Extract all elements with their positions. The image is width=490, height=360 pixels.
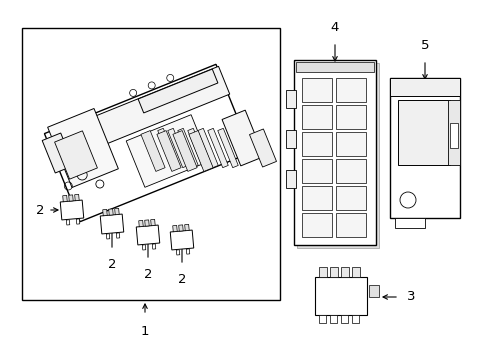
- Polygon shape: [173, 131, 197, 171]
- Bar: [286, 130, 296, 148]
- Bar: [22, 28, 280, 300]
- Bar: [341, 315, 348, 323]
- Polygon shape: [136, 225, 160, 245]
- Bar: [302, 159, 332, 183]
- Bar: [336, 186, 366, 210]
- Bar: [336, 213, 366, 237]
- Polygon shape: [106, 234, 110, 239]
- Polygon shape: [198, 128, 218, 168]
- Bar: [395, 218, 425, 228]
- Polygon shape: [109, 209, 113, 215]
- Polygon shape: [157, 131, 181, 171]
- Bar: [398, 100, 450, 165]
- Bar: [352, 315, 359, 323]
- Polygon shape: [115, 208, 119, 215]
- Bar: [319, 267, 327, 277]
- Bar: [302, 186, 332, 210]
- Polygon shape: [185, 224, 189, 231]
- Bar: [315, 277, 367, 315]
- Bar: [302, 132, 332, 156]
- Text: 2: 2: [108, 258, 116, 271]
- Polygon shape: [186, 249, 190, 254]
- Polygon shape: [66, 220, 70, 225]
- Polygon shape: [60, 200, 84, 220]
- Polygon shape: [208, 128, 228, 168]
- Polygon shape: [249, 129, 276, 167]
- Bar: [286, 90, 296, 108]
- Bar: [450, 123, 458, 148]
- Polygon shape: [222, 110, 264, 166]
- Bar: [448, 100, 460, 165]
- Bar: [336, 132, 366, 156]
- Text: 3: 3: [407, 291, 416, 303]
- Bar: [302, 213, 332, 237]
- Polygon shape: [74, 194, 79, 201]
- Text: 2: 2: [144, 268, 152, 281]
- Bar: [390, 78, 460, 218]
- Bar: [336, 78, 366, 102]
- Polygon shape: [143, 245, 146, 250]
- Polygon shape: [63, 195, 67, 202]
- Polygon shape: [103, 210, 107, 216]
- Polygon shape: [116, 233, 120, 238]
- Polygon shape: [168, 128, 188, 168]
- Bar: [297, 63, 379, 248]
- Polygon shape: [151, 219, 155, 226]
- Polygon shape: [126, 115, 210, 187]
- Bar: [336, 159, 366, 183]
- Bar: [302, 105, 332, 129]
- Polygon shape: [54, 131, 98, 179]
- Text: 4: 4: [331, 21, 339, 34]
- Bar: [341, 267, 349, 277]
- Bar: [294, 60, 376, 245]
- Polygon shape: [48, 108, 119, 188]
- Text: 2: 2: [178, 273, 186, 286]
- Polygon shape: [139, 220, 143, 227]
- Polygon shape: [145, 220, 149, 226]
- Polygon shape: [42, 133, 74, 173]
- Bar: [302, 78, 332, 102]
- Polygon shape: [178, 128, 198, 168]
- Polygon shape: [176, 250, 180, 255]
- Text: 1: 1: [141, 325, 149, 338]
- Polygon shape: [141, 131, 165, 171]
- Text: 5: 5: [421, 39, 429, 52]
- Bar: [336, 105, 366, 129]
- Bar: [319, 315, 326, 323]
- Bar: [352, 267, 360, 277]
- Polygon shape: [69, 195, 73, 201]
- Polygon shape: [138, 69, 218, 113]
- Text: 2: 2: [36, 203, 44, 216]
- Polygon shape: [100, 214, 124, 234]
- Polygon shape: [152, 244, 156, 249]
- Polygon shape: [188, 128, 208, 168]
- Polygon shape: [45, 64, 251, 222]
- Bar: [390, 78, 460, 96]
- Polygon shape: [170, 230, 194, 250]
- Bar: [286, 170, 296, 188]
- Polygon shape: [189, 131, 213, 171]
- Polygon shape: [158, 128, 178, 168]
- Bar: [330, 315, 337, 323]
- Polygon shape: [179, 225, 183, 231]
- Polygon shape: [76, 219, 80, 224]
- Polygon shape: [56, 66, 230, 160]
- Polygon shape: [172, 225, 177, 232]
- Bar: [296, 62, 374, 72]
- Bar: [369, 285, 379, 297]
- Bar: [330, 267, 338, 277]
- Polygon shape: [218, 128, 238, 168]
